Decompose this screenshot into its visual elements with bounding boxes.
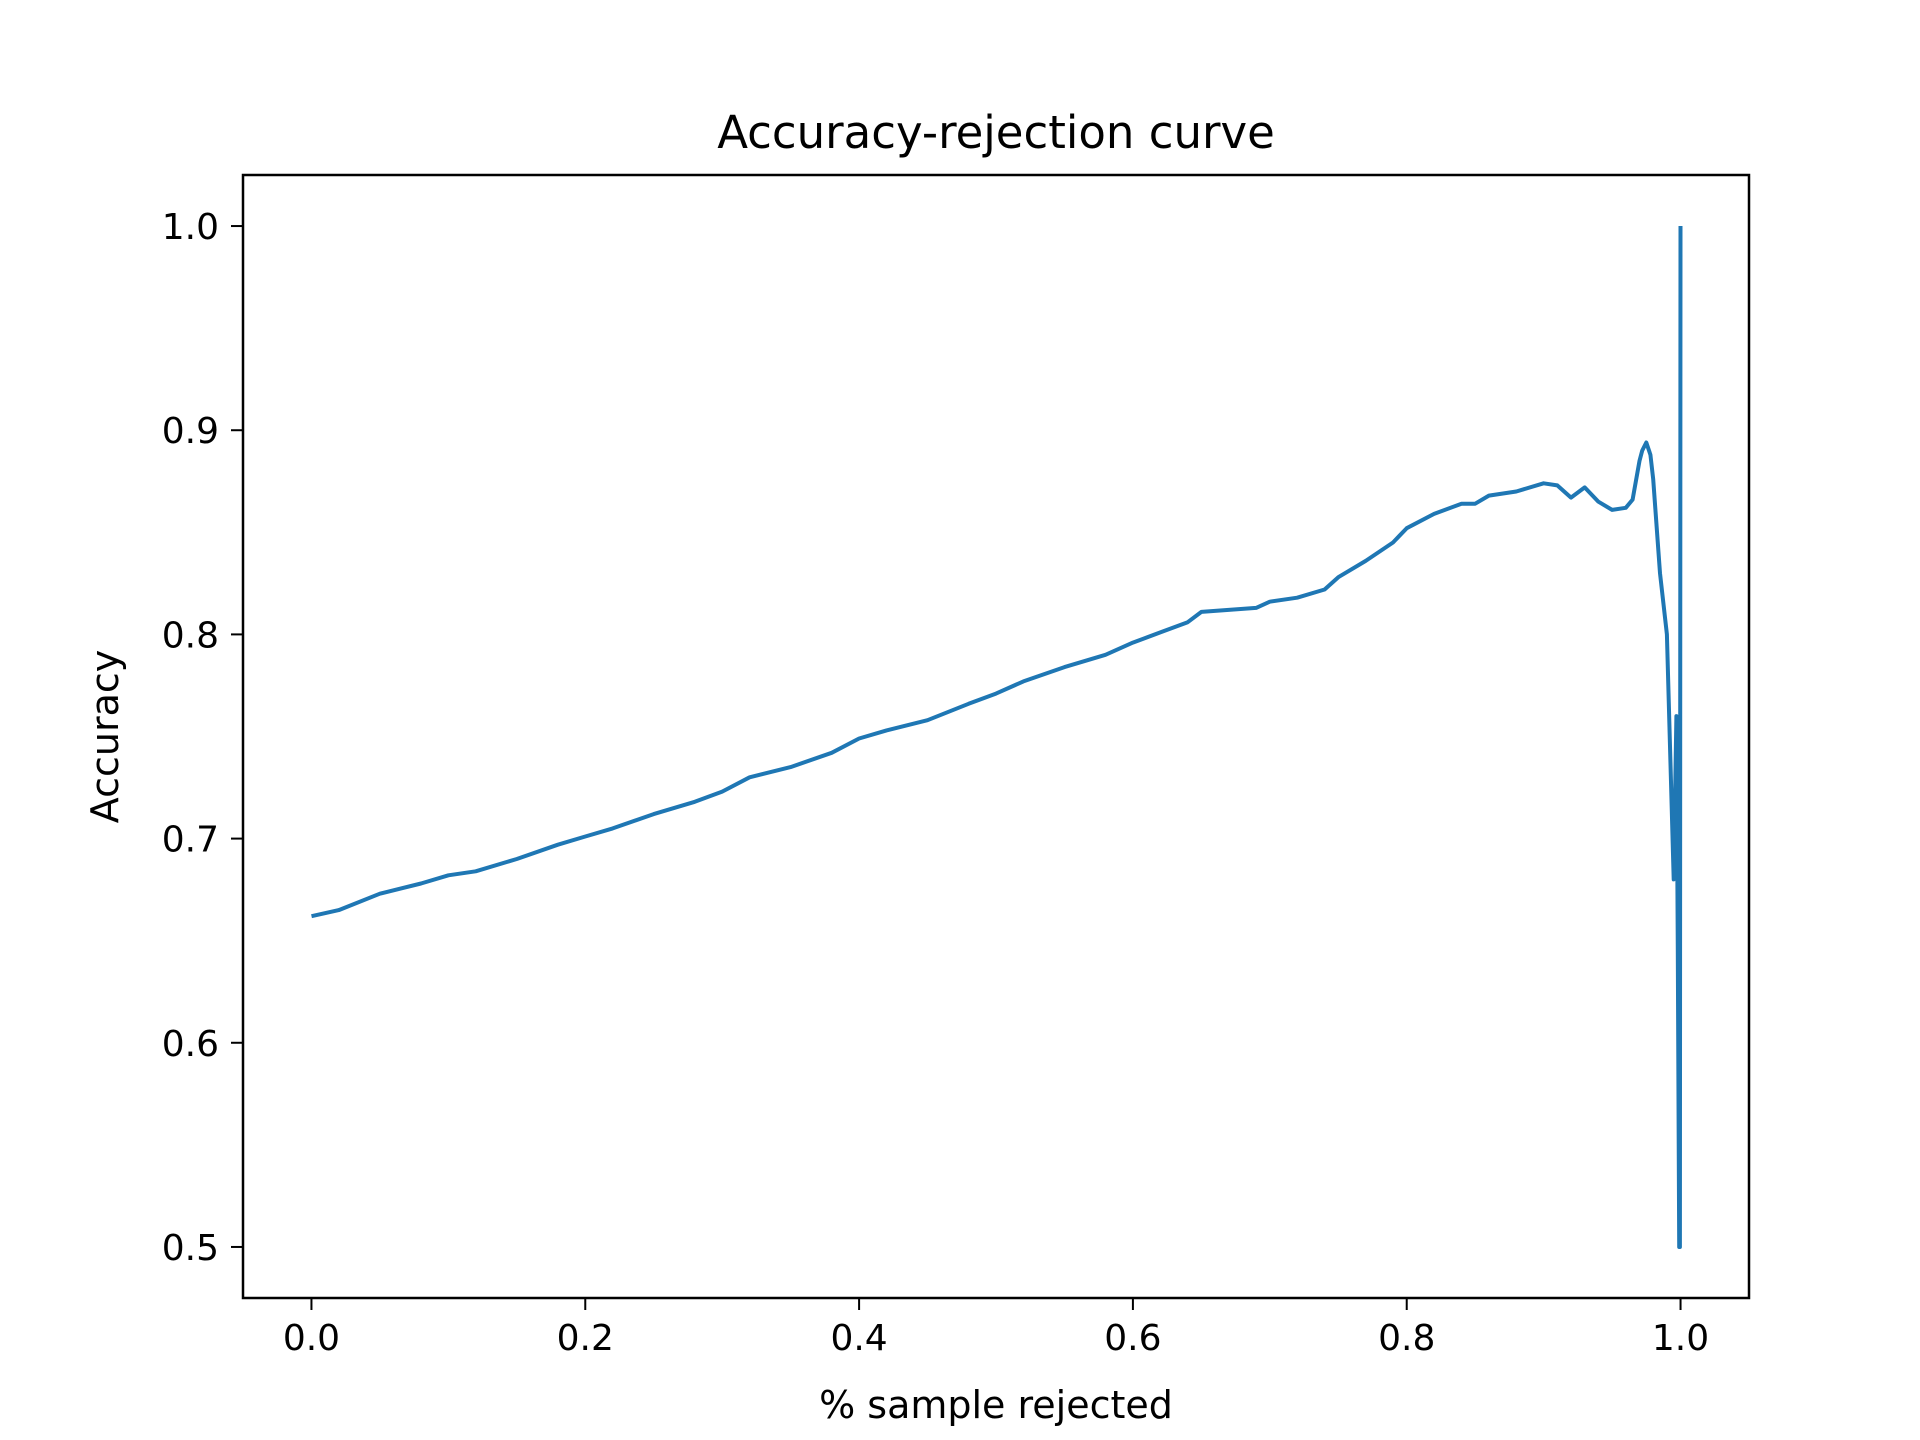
y-tick-label: 0.6 bbox=[162, 1024, 219, 1065]
y-tick-label: 0.8 bbox=[162, 615, 219, 656]
x-axis-label: % sample rejected bbox=[819, 1383, 1173, 1427]
y-axis: 0.5 0.6 0.7 0.8 0.9 1.0 bbox=[162, 207, 243, 1269]
x-tick-label: 0.0 bbox=[283, 1318, 340, 1359]
x-tick-label: 1.0 bbox=[1652, 1318, 1709, 1359]
x-tick-label: 0.6 bbox=[1104, 1318, 1161, 1359]
plot-frame bbox=[241, 173, 1751, 1300]
y-tick-label: 0.5 bbox=[162, 1228, 219, 1269]
x-tick-label: 0.2 bbox=[557, 1318, 614, 1359]
y-tick-label: 1.0 bbox=[162, 207, 219, 248]
plot-area bbox=[311, 225, 1683, 1249]
x-tick-label: 0.8 bbox=[1378, 1318, 1435, 1359]
chart-title: Accuracy-rejection curve bbox=[717, 106, 1275, 159]
y-axis-label: Accuracy bbox=[83, 650, 127, 824]
y-tick-label: 0.7 bbox=[162, 820, 219, 861]
x-axis: 0.0 0.2 0.4 0.6 0.8 1.0 bbox=[283, 1298, 1709, 1359]
x-tick-label: 0.4 bbox=[830, 1318, 887, 1359]
y-tick-label: 0.9 bbox=[162, 411, 219, 452]
series-line-0 bbox=[311, 225, 1683, 1249]
